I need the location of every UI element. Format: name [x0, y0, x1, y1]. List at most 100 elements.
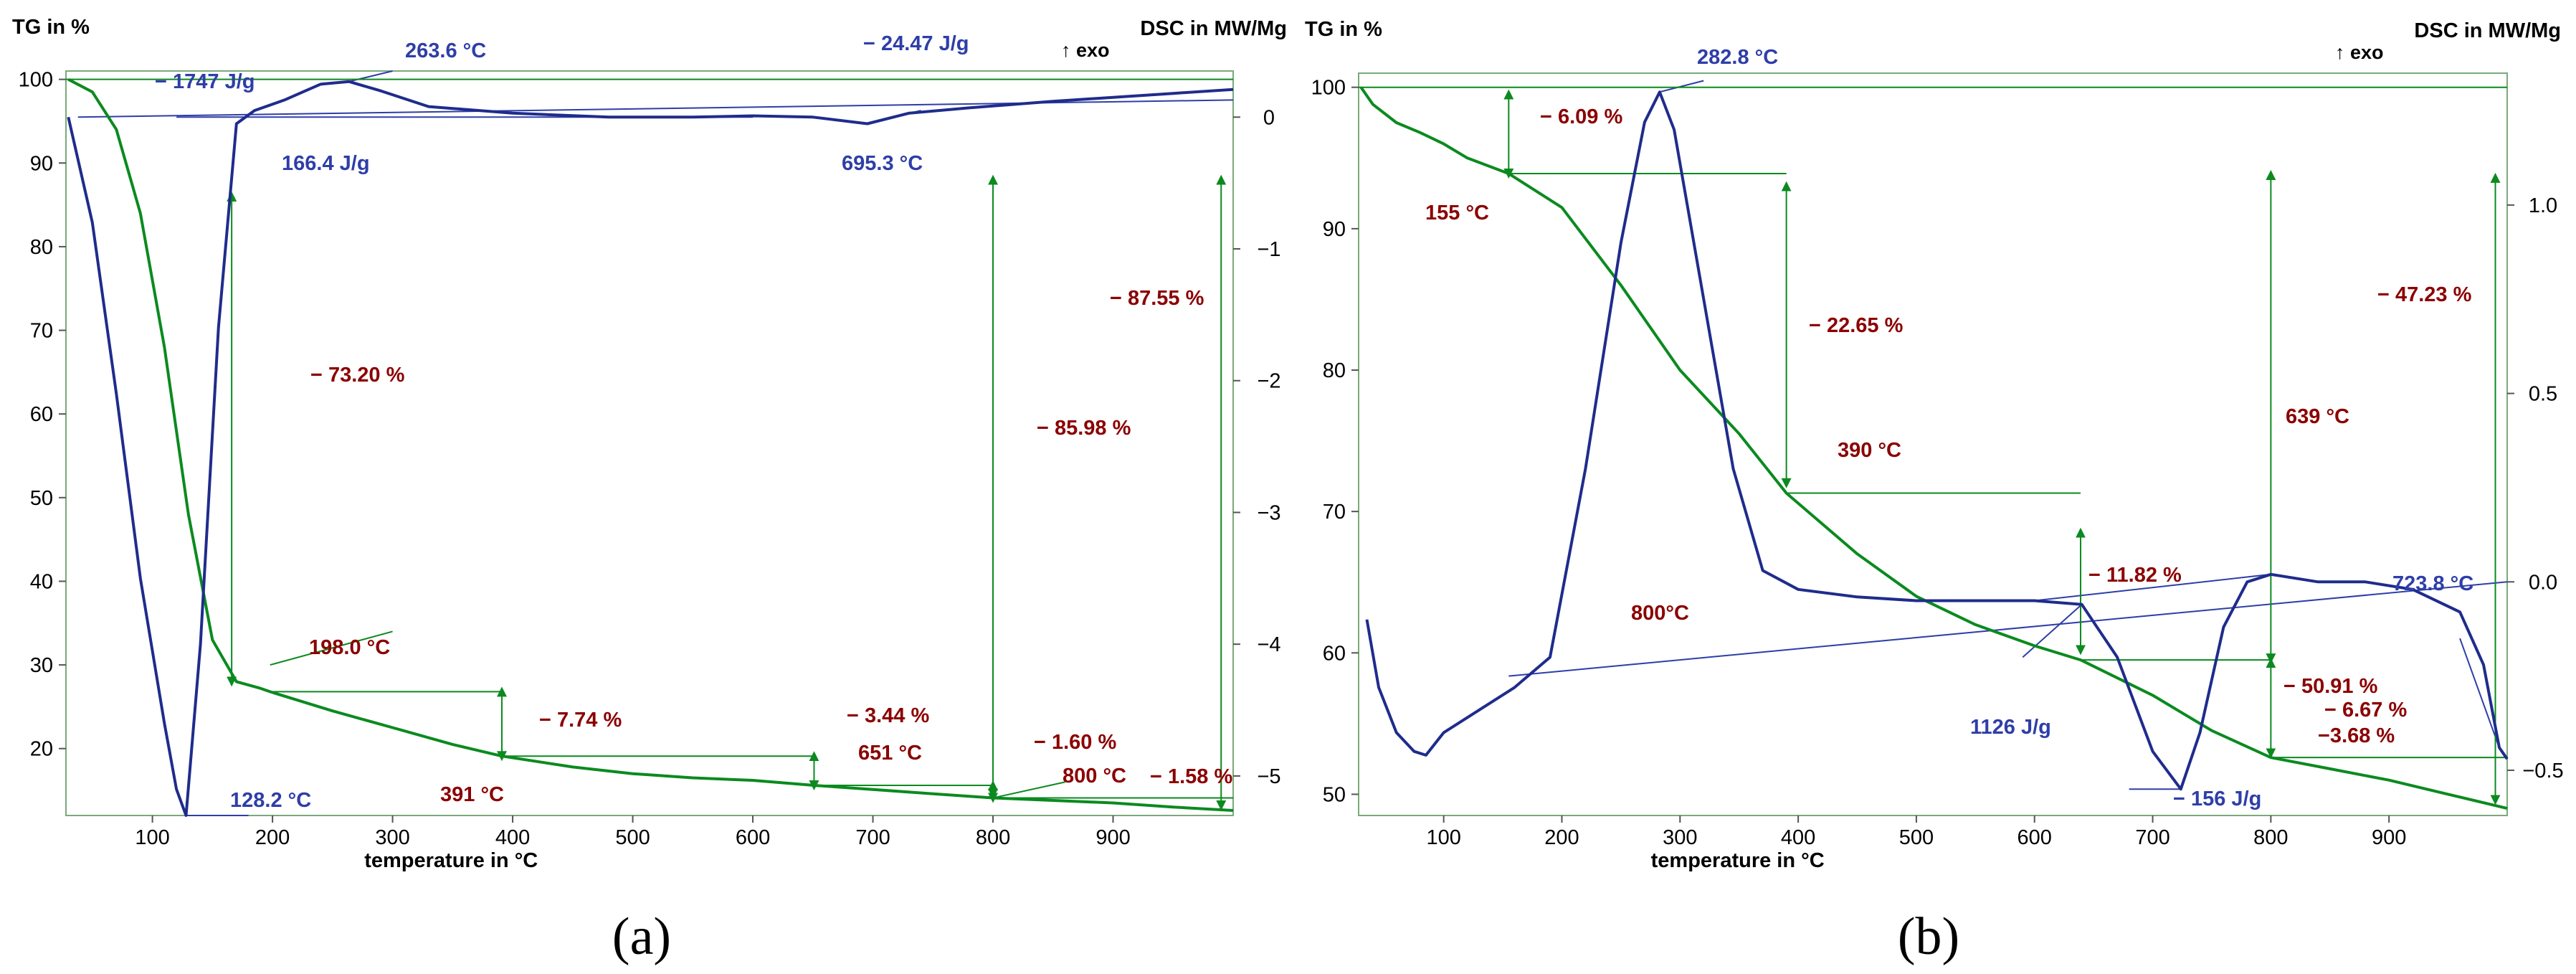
annotation-label: − 73.20 % — [310, 364, 405, 387]
x-tick-label: 700 — [855, 826, 890, 849]
y-right-tick-label: −3 — [1257, 501, 1280, 524]
x-tick-label: 200 — [255, 826, 290, 849]
x-tick-label: 700 — [2135, 826, 2169, 849]
y-left-tick-label: 90 — [30, 152, 53, 175]
exo-direction-label: ↑ exo — [2335, 42, 2384, 63]
panel-b: TG in % DSC in MW/Mg ↑ exo temperature i… — [1305, 18, 2564, 966]
tg-curve — [1359, 86, 2508, 810]
x-tick-label: 200 — [1544, 826, 1579, 849]
y-right-tick-label: 1.0 — [2529, 194, 2557, 217]
guide-line — [1508, 581, 2508, 677]
annotation-label: 390 °C — [1838, 439, 1901, 462]
annotation-label: − 1.60 % — [1034, 731, 1116, 754]
annotation-label: 198.0 °C — [309, 636, 390, 659]
annotation-label: 723.8 °C — [2392, 572, 2473, 595]
annotation-label: − 11.82 % — [2088, 564, 2182, 587]
y-left-tick-label: 60 — [30, 403, 53, 426]
guide-line — [1659, 80, 1704, 93]
annotation-label: 166.4 J/g — [282, 152, 370, 175]
annotation-label: − 156 J/g — [2173, 788, 2261, 810]
x-tick-label: 100 — [1426, 826, 1460, 849]
annotation-label: 263.6 °C — [405, 39, 486, 62]
axis-ticks: 100 200 300 400 500 600 700 800 9001009080706050… — [19, 69, 1281, 849]
y-left-tick-label: 100 — [19, 69, 53, 92]
annotation-label: 391 °C — [440, 783, 504, 806]
y-right-tick-label: 0 — [1263, 106, 1275, 129]
y-left-tick-label: 40 — [30, 570, 53, 593]
annotation-label: 282.8 °C — [1697, 46, 1778, 69]
plot-frame — [65, 70, 1234, 816]
guide-lines — [66, 70, 1234, 816]
data-series — [67, 77, 1234, 817]
guide-line — [2022, 604, 2083, 658]
y-left-tick-label: 70 — [30, 320, 53, 343]
tg-curve — [67, 77, 1234, 812]
x-tick-label: 400 — [495, 826, 530, 849]
annotation-label: 1126 J/g — [1970, 716, 2051, 739]
y-left-tick-label: 80 — [1323, 359, 1346, 382]
plot-frame — [1358, 72, 2508, 816]
annotations: 282.8 °C − 6.09 % 155 °C − 22.65 % 390 °C − 1… — [1425, 46, 2473, 810]
annotation-label: − 85.98 % — [1037, 417, 1131, 440]
annotation-label: 695.3 °C — [842, 152, 923, 175]
annotation-label: − 3.44 % — [847, 704, 929, 727]
axis-ticks: 100 200 300 400 500 600 700 800 9001009080706050… — [1311, 77, 2564, 849]
panel-label: (a) — [612, 907, 671, 966]
annotation-label: 651 °C — [858, 742, 922, 765]
y-left-tick-label: 50 — [30, 487, 53, 510]
x-tick-label: 600 — [736, 826, 770, 849]
y-right-tick-label: −4 — [1257, 633, 1280, 656]
y-left-tick-label: 80 — [30, 236, 53, 259]
x-tick-label: 900 — [2372, 826, 2406, 849]
guide-line — [992, 781, 1065, 799]
y-right-tick-label: −0.5 — [2522, 760, 2563, 782]
x-tick-label: 300 — [375, 826, 409, 849]
annotation-label: − 1.58 % — [1150, 765, 1232, 788]
y-right-tick-label: −2 — [1257, 370, 1280, 393]
panel-a: TG in % DSC in MW/Mg ↑ exo temperature i… — [12, 16, 1287, 966]
annotation-label: − 50.91 % — [2283, 675, 2378, 698]
annotation-label: − 6.67 % — [2324, 699, 2407, 722]
y-right-tick-label: −1 — [1257, 238, 1280, 261]
annotation-label: −3.68 % — [2318, 724, 2395, 747]
x-axis-title: temperature in °C — [1651, 849, 1825, 872]
y-left-tick-label: 90 — [1323, 218, 1346, 241]
guide-lines — [1359, 80, 2508, 805]
x-tick-label: 600 — [2017, 826, 2052, 849]
guide-line — [270, 630, 393, 666]
y-left-tick-label: 30 — [30, 654, 53, 677]
annotations: − 73.20 % 198.0 °C − 7.74 % 391 °C − 3.44 % 6… — [155, 32, 1232, 812]
dsc-curve — [1365, 90, 2509, 791]
x-tick-label: 100 — [135, 826, 169, 849]
x-tick-label: 500 — [615, 826, 650, 849]
x-tick-label: 800 — [976, 826, 1010, 849]
annotation-label: − 1747 J/g — [155, 70, 255, 93]
annotation-label: 128.2 °C — [230, 789, 311, 812]
x-tick-label: 800 — [2253, 826, 2288, 849]
y-left-tick-label: 100 — [1311, 77, 1346, 100]
panel-label: (b) — [1898, 907, 1959, 966]
y-axis-left-title: TG in % — [1305, 18, 1382, 41]
annotation-label: 800 °C — [1063, 765, 1126, 788]
annotation-label: − 24.47 J/g — [863, 32, 969, 55]
y-left-tick-label: 70 — [1323, 501, 1346, 524]
y-right-tick-label: 0.5 — [2529, 383, 2557, 406]
annotation-label: − 87.55 % — [1110, 287, 1204, 310]
annotation-label: − 7.74 % — [539, 709, 622, 732]
exo-direction-label: ↑ exo — [1061, 39, 1110, 61]
y-axis-right-title: DSC in MW/Mg — [2414, 19, 2561, 42]
y-axis-right-title: DSC in MW/Mg — [1140, 17, 1287, 40]
y-left-tick-label: 20 — [30, 738, 53, 761]
x-axis-title: temperature in °C — [364, 849, 538, 872]
x-tick-label: 500 — [1899, 826, 1934, 849]
y-axis-left-title: TG in % — [12, 16, 90, 39]
x-tick-label: 300 — [1663, 826, 1697, 849]
data-series — [1359, 86, 2509, 810]
dsc-curve — [67, 80, 1234, 817]
annotation-label: − 22.65 % — [1809, 314, 1904, 337]
annotation-label: 155 °C — [1425, 202, 1489, 224]
x-tick-label: 400 — [1781, 826, 1815, 849]
annotation-label: 800°C — [1631, 602, 1689, 625]
annotation-label: − 47.23 % — [2377, 283, 2472, 306]
